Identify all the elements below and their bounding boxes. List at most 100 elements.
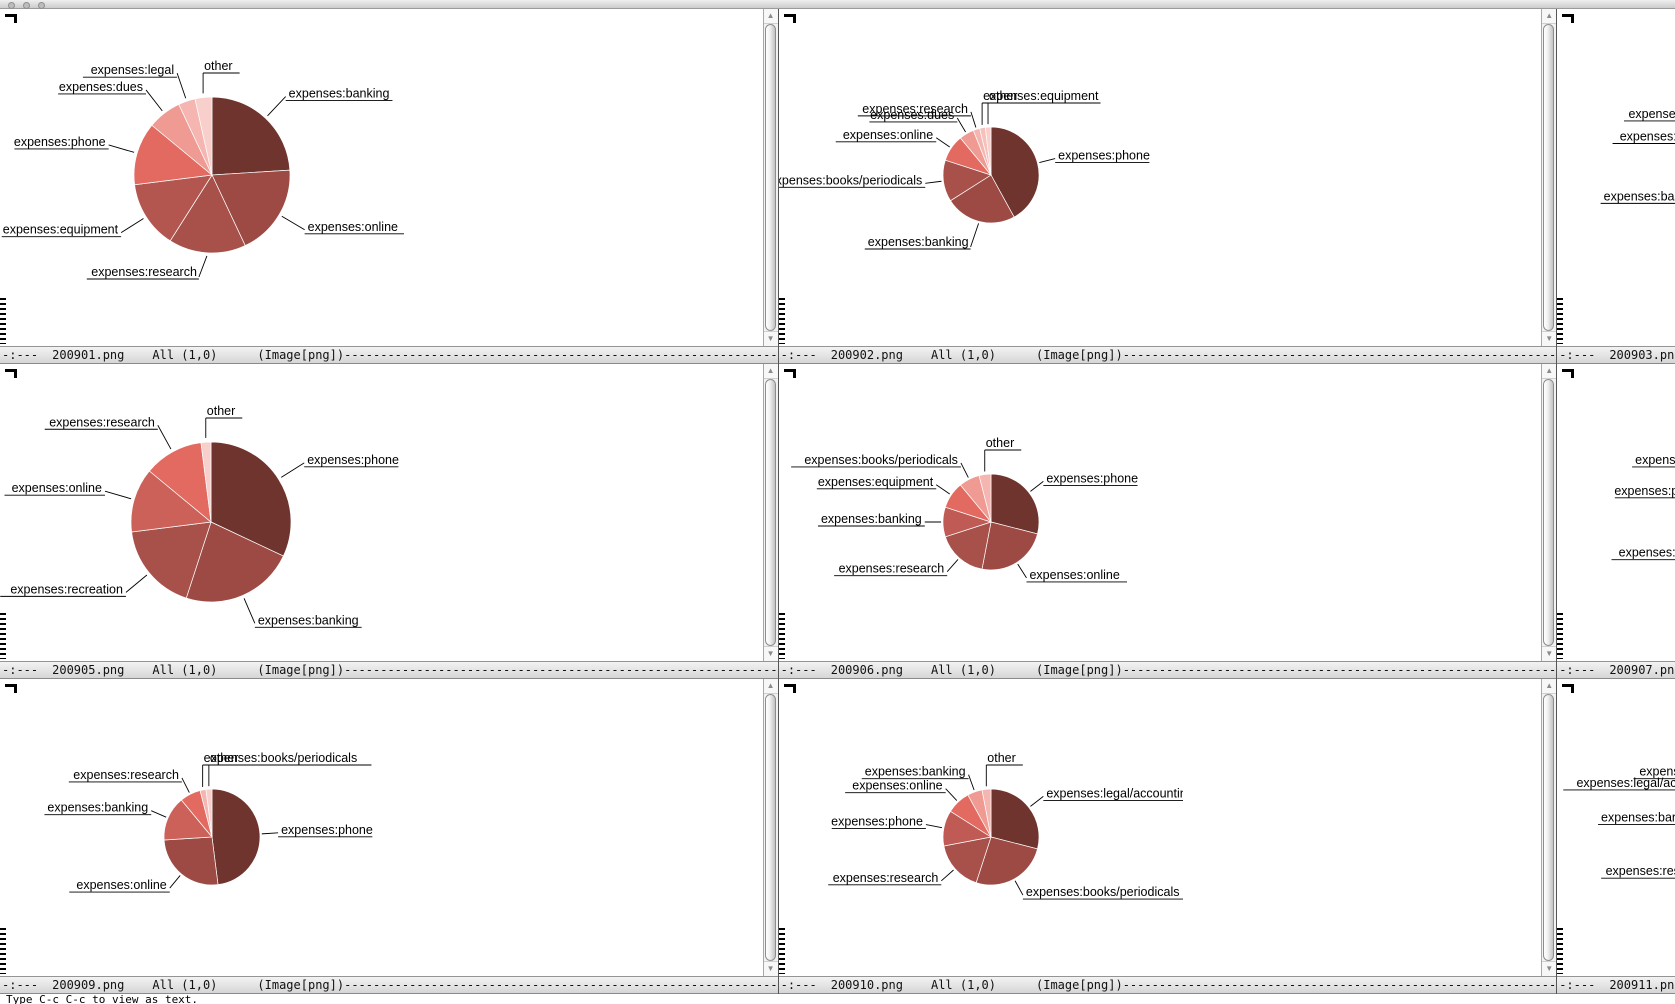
emacs-window: expenses:phone expenses:online expenses:ba… <box>0 679 779 994</box>
svg-text:expenses:phone: expenses:phone <box>281 823 373 837</box>
scrollbar-up-arrow-icon[interactable]: ▲ <box>763 9 778 24</box>
svg-text:expenses:books/periodicals: expenses:books/periodicals <box>204 751 358 765</box>
svg-text:expenses:online: expenses:online <box>76 878 166 892</box>
fringe-corner-indicator <box>783 369 796 378</box>
scrollbar-thumb[interactable] <box>764 24 776 331</box>
fringe-corner-indicator <box>5 684 17 693</box>
scrollbar-up-arrow-icon[interactable]: ▲ <box>1542 9 1557 24</box>
mode-line-prefix: -:--- <box>1559 663 1596 677</box>
mode-line-prefix: -:--- <box>2 663 39 677</box>
image-buffer[interactable]: expenses:phone expenses:online expenses:re… <box>778 364 1557 661</box>
scrollbar-down-arrow-icon[interactable]: ▼ <box>763 961 778 976</box>
svg-text:expenses:books/periodicals: expenses:books/periodicals <box>1026 885 1180 899</box>
vertical-scrollbar[interactable]: ▲ ▼ <box>1541 364 1557 661</box>
scrollbar-thumb[interactable] <box>764 694 776 961</box>
vertical-scrollbar[interactable]: ▲ ▼ <box>762 364 778 661</box>
minimize-button-icon[interactable] <box>23 2 30 9</box>
vertical-scrollbar[interactable]: ▲ ▼ <box>1541 9 1557 346</box>
svg-text:expenses:banking: expenses:banking <box>821 512 922 526</box>
mode-line-filename: 200906.png <box>830 663 903 677</box>
vertical-scrollbar[interactable]: ▲ ▼ <box>762 679 778 976</box>
svg-text:expenses:banking: expenses:banking <box>1635 453 1675 467</box>
image-buffer[interactable]: expenses:onlineexpenses:phoneexpenses:re… <box>1557 679 1675 976</box>
svg-text:expenses:equipment: expenses:equipment <box>983 89 1099 103</box>
mode-line-position: All (1,0) <box>930 348 996 362</box>
scrollbar-down-arrow-icon[interactable]: ▼ <box>763 646 778 661</box>
emacs-window: expenses:phone expenses:online expenses:re… <box>778 364 1558 679</box>
svg-text:expenses:online: expenses:online <box>842 128 932 142</box>
svg-text:expenses:phone: expenses:phone <box>1046 471 1138 485</box>
scrollbar-up-arrow-icon[interactable]: ▲ <box>763 364 778 379</box>
pie-chart: expenses:phone expenses:banking expenses:b… <box>778 89 1150 250</box>
mode-line[interactable]: -:--- 200901.png All (1,0) (Image[png]) … <box>0 346 778 364</box>
svg-text:expenses:online: expenses:online <box>1029 568 1119 582</box>
pie-chart: expenses:phone expenses:banking expenses:r… <box>0 404 399 628</box>
svg-text:expenses:online: expenses:online <box>1620 130 1675 144</box>
mode-line-position: All (1,0) <box>152 978 218 992</box>
svg-text:expenses:legal/accounting: expenses:legal/accounting <box>1046 786 1183 800</box>
svg-text:expenses:research: expenses:research <box>91 265 197 279</box>
image-buffer[interactable]: expenses:phone expenses:online expenses:ba… <box>0 679 778 976</box>
pie-chart: expenses:onlineexpenses:phoneexpenses:re… <box>1563 765 1675 879</box>
scrollbar-up-arrow-icon[interactable]: ▲ <box>763 679 778 694</box>
mode-line-prefix: -:--- <box>2 348 39 362</box>
svg-text:other: other <box>987 751 1016 765</box>
fringe-corner-indicator <box>1562 14 1575 23</box>
svg-text:expenses:research: expenses:research <box>862 102 968 116</box>
mode-line-prefix: -:--- <box>780 978 817 992</box>
fringe-continuation-marks <box>0 613 6 659</box>
zoom-button-icon[interactable] <box>38 2 45 9</box>
scrollbar-up-arrow-icon[interactable]: ▲ <box>1542 679 1557 694</box>
mode-line-prefix: -:--- <box>2 978 39 992</box>
scrollbar-down-arrow-icon[interactable]: ▼ <box>1542 961 1557 976</box>
minibuffer-echo-area[interactable]: Type C-c C-c to view as text. <box>0 994 1675 1004</box>
mode-line[interactable]: -:--- 200907.png All (1,0) (Image[png]) … <box>1557 661 1675 679</box>
mode-line[interactable]: -:--- 200910.png All (1,0) (Image[png]) … <box>778 976 1557 994</box>
svg-text:expenses:banking: expenses:banking <box>47 801 148 815</box>
scrollbar-thumb[interactable] <box>1543 379 1555 646</box>
pie-chart: expenses:researchexpenses:books/periodic… <box>1611 453 1675 561</box>
mode-line[interactable]: -:--- 200911.png All (1,0) (Image[png]) … <box>1557 976 1675 994</box>
fringe-corner-indicator <box>783 14 796 23</box>
scrollbar-down-arrow-icon[interactable]: ▼ <box>1542 646 1557 661</box>
svg-text:other: other <box>204 59 233 73</box>
fringe-corner-indicator <box>5 369 17 378</box>
svg-text:expenses:research: expenses:research <box>49 415 155 429</box>
scrollbar-up-arrow-icon[interactable]: ▲ <box>1542 364 1557 379</box>
image-buffer[interactable]: expenses:phoneexpenses:equipmentexpenses… <box>1557 9 1675 346</box>
image-buffer[interactable]: expenses:phone expenses:banking expenses:b… <box>778 9 1557 346</box>
svg-text:expenses:dues: expenses:dues <box>870 108 954 122</box>
mode-line-filename: 200902.png <box>830 348 903 362</box>
mode-line[interactable]: -:--- 200903.png All (1,0) (Image[png]) … <box>1557 346 1675 364</box>
svg-text:expenses:equipment: expenses:equipment <box>3 223 119 237</box>
scrollbar-down-arrow-icon[interactable]: ▼ <box>763 331 778 346</box>
mode-line[interactable]: -:--- 200905.png All (1,0) (Image[png]) … <box>0 661 778 679</box>
scrollbar-thumb[interactable] <box>764 379 776 646</box>
scrollbar-thumb[interactable] <box>1543 24 1555 331</box>
mode-line[interactable]: -:--- 200909.png All (1,0) (Image[png]) … <box>0 976 778 994</box>
mode-line-position: All (1,0) <box>930 663 996 677</box>
close-button-icon[interactable] <box>8 2 15 9</box>
emacs-window: expenses:phone expenses:banking expenses:b… <box>778 9 1558 364</box>
mode-line-filename: 200911.png <box>1609 978 1675 992</box>
pie-chart: expenses:phoneexpenses:equipmentexpenses… <box>1600 107 1675 204</box>
mode-line[interactable]: -:--- 200906.png All (1,0) (Image[png]) … <box>778 661 1557 679</box>
vertical-scrollbar[interactable]: ▲ ▼ <box>762 9 778 346</box>
windows-grid: expenses:banking expenses:online expenses:… <box>0 9 1675 994</box>
image-buffer[interactable]: expenses:legal/accounting expenses:books/… <box>778 679 1557 976</box>
scrollbar-thumb[interactable] <box>1543 694 1555 961</box>
image-buffer[interactable]: expenses:banking expenses:online expenses:… <box>0 9 778 346</box>
image-buffer[interactable]: expenses:researchexpenses:books/periodic… <box>1557 364 1675 661</box>
scrollbar-down-arrow-icon[interactable]: ▼ <box>1542 331 1557 346</box>
svg-text:expenses:research: expenses:research <box>832 871 938 885</box>
mode-line-major-mode: (Image[png]) <box>1036 348 1123 362</box>
mode-line-filename: 200905.png <box>52 663 125 677</box>
svg-text:expenses:online: expenses:online <box>12 481 102 495</box>
mode-line-major-mode: (Image[png]) <box>257 663 345 677</box>
svg-text:expenses:phone: expenses:phone <box>307 453 399 467</box>
vertical-scrollbar[interactable]: ▲ ▼ <box>1541 679 1557 976</box>
svg-text:expenses:books/periodicals: expenses:books/periodicals <box>804 453 958 467</box>
image-buffer[interactable]: expenses:phone expenses:banking expenses:r… <box>0 364 778 661</box>
mode-line[interactable]: -:--- 200902.png All (1,0) (Image[png]) … <box>778 346 1557 364</box>
mode-line-major-mode: (Image[png]) <box>257 978 345 992</box>
